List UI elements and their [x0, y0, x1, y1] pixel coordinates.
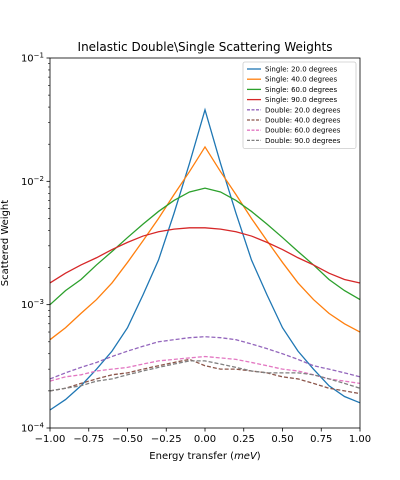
y-tick-base: 10	[21, 177, 34, 188]
series-line	[49, 360, 361, 392]
legend-entry: Double: 20.0 degrees	[265, 106, 341, 114]
series-line	[49, 355, 361, 385]
x-tick-label: −0.50	[112, 434, 143, 445]
x-tick-label: 0.00	[194, 434, 216, 445]
plot-frame	[49, 57, 361, 429]
x-tick-label: −1.00	[35, 434, 66, 445]
y-tick-label: 10−2	[21, 175, 44, 188]
x-tick-label: 0.25	[233, 434, 255, 445]
y-axis: 10−410−310−210−1	[21, 52, 50, 435]
y-tick-base: 10	[21, 300, 34, 311]
y-tick-exponent: −4	[34, 422, 45, 430]
x-tick-label: −0.25	[151, 434, 182, 445]
y-tick-exponent: −2	[34, 175, 44, 183]
y-tick-exponent: −1	[34, 52, 44, 60]
legend-entry: Single: 20.0 degrees	[265, 66, 337, 74]
x-axis: −1.00 −0.75 −0.50 −0.25 0.00 0.25 0.50 0.75 1.00	[35, 428, 371, 445]
series-line	[49, 107, 361, 411]
series-line	[49, 145, 361, 341]
x-axis-label-prefix: Energy transfer (	[149, 451, 234, 462]
series-line	[49, 227, 361, 284]
legend-entry: Double: 60.0 degrees	[265, 127, 341, 135]
plot-area	[49, 107, 361, 411]
y-tick-label: 10−1	[21, 52, 44, 65]
y-tick-label: 10−4	[21, 422, 45, 435]
series-line	[49, 336, 361, 380]
legend-entry: Double: 90.0 degrees	[265, 137, 341, 145]
legend: Single: 20.0 degrees Single: 40.0 degrees…	[242, 61, 357, 149]
legend-entry: Single: 90.0 degrees	[265, 96, 337, 104]
x-axis-label-suffix: )	[257, 451, 261, 462]
y-tick-base: 10	[21, 54, 34, 65]
series-line	[49, 187, 361, 306]
y-tick-base: 10	[21, 424, 34, 435]
y-tick-label: 10−3	[21, 298, 44, 311]
x-tick-label: 0.50	[271, 434, 293, 445]
legend-entry: Single: 60.0 degrees	[265, 86, 337, 94]
y-tick-exponent: −3	[34, 298, 44, 306]
legend-box	[242, 61, 357, 149]
series-line	[49, 358, 361, 395]
legend-entry: Double: 40.0 degrees	[265, 117, 341, 125]
x-tick-label: 1.00	[349, 434, 371, 445]
y-axis-label: Scattered Weight	[0, 200, 11, 286]
x-axis-label: Energy transfer (meV)	[149, 451, 261, 462]
x-axis-label-unit: meV	[234, 451, 258, 462]
x-tick-label: 0.75	[310, 434, 332, 445]
legend-entry: Single: 40.0 degrees	[265, 76, 337, 84]
chart-title: Inelastic Double\Single Scattering Weigh…	[78, 40, 333, 54]
x-tick-label: −0.75	[73, 434, 104, 445]
